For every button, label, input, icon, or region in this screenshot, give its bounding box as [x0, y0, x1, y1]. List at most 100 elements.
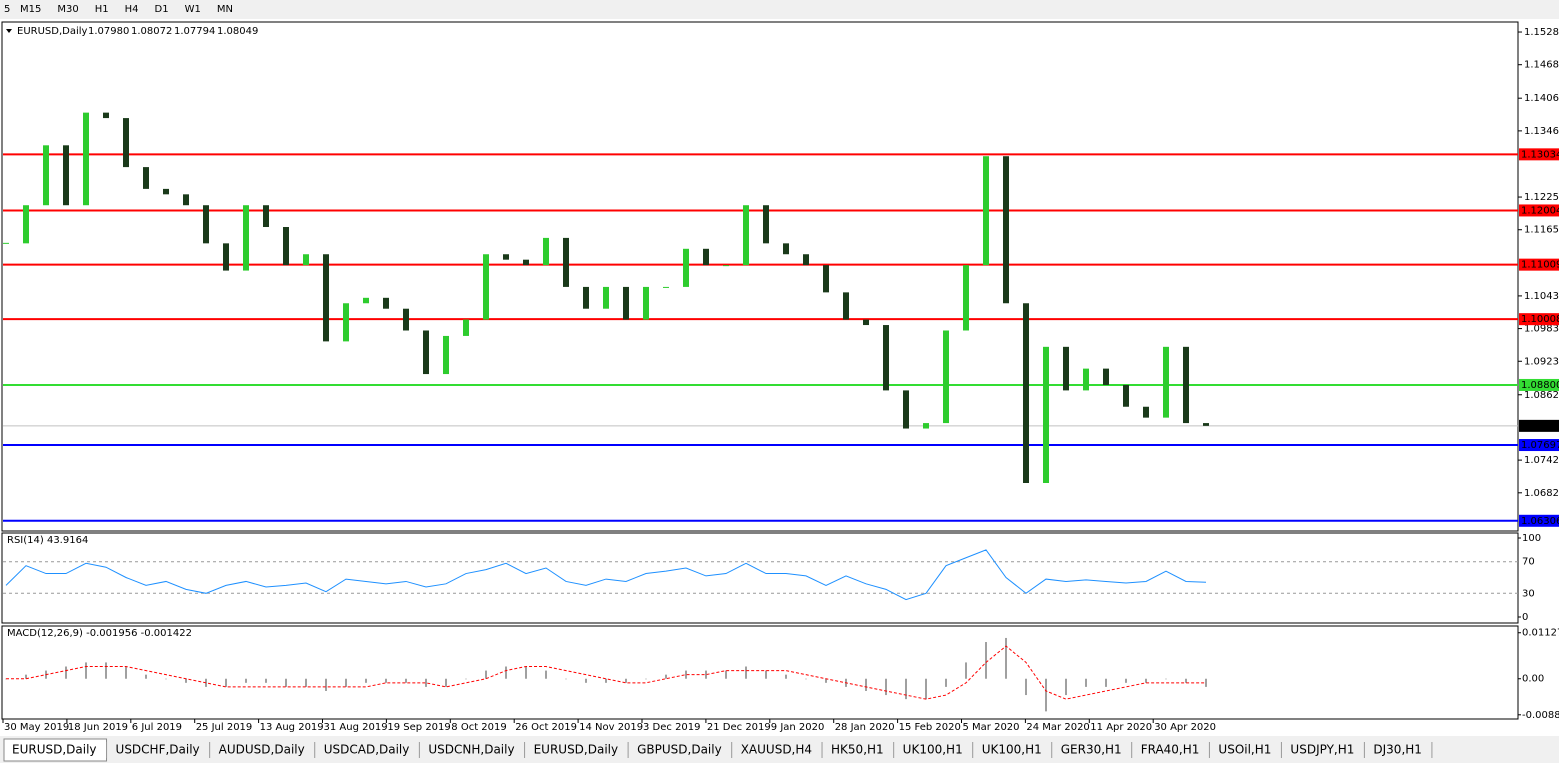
level-label-box — [1519, 148, 1559, 161]
tab-label: GBPUSD,Daily — [637, 743, 722, 757]
x-tick-label: 15 Feb 2020 — [899, 722, 961, 733]
timeframe-button[interactable]: D1 — [155, 4, 169, 15]
signal-line — [6, 645, 1206, 700]
candle — [823, 265, 829, 293]
chart-tab[interactable]: DJ30,H1 — [1365, 739, 1433, 761]
timeframe-button[interactable]: MN — [217, 4, 233, 15]
macd-bar — [805, 678, 807, 680]
macd-bar — [545, 670, 547, 679]
candle — [303, 254, 309, 266]
macd-bar — [105, 662, 107, 679]
candle — [543, 237, 549, 266]
candle — [123, 118, 129, 168]
candle — [223, 243, 229, 271]
x-tick-label: 26 Oct 2019 — [515, 722, 577, 733]
chart-tab[interactable]: USDCNH,Daily — [420, 739, 526, 761]
chart-tab[interactable]: AUDUSD,Daily — [210, 739, 316, 761]
y-tick-label: 100 — [1522, 533, 1541, 544]
x-tick-label: 28 Jan 2020 — [835, 722, 895, 733]
timeframe-button[interactable]: H4 — [125, 4, 139, 15]
chart-tab[interactable]: USDJPY,H1 — [1282, 739, 1365, 761]
tab-background — [629, 739, 732, 761]
chart-tab[interactable]: EURUSD,Daily — [3, 738, 108, 762]
level-label-box — [1519, 419, 1559, 432]
chart-tab[interactable]: HK50,H1 — [823, 739, 895, 761]
candle — [1203, 423, 1209, 426]
macd-bar — [125, 666, 127, 679]
y-tick-label: 0.00 — [1522, 674, 1544, 685]
macd-bar — [685, 670, 687, 679]
timeframe-button[interactable]: 5 — [4, 4, 10, 15]
macd-bar — [905, 678, 907, 700]
macd-bar — [365, 678, 367, 683]
chart-tab[interactable]: USOil,H1 — [1210, 739, 1282, 761]
x-tick-label: 13 Aug 2019 — [260, 722, 324, 733]
candle — [1123, 384, 1129, 407]
y-tick-label: 1.10435 — [1524, 291, 1559, 302]
symbol-label: EURUSD,Daily — [17, 26, 88, 37]
y-tick-label: 1.08620 — [1524, 390, 1559, 401]
candle — [343, 303, 349, 342]
candle — [903, 390, 909, 429]
chart-tab[interactable]: GER30,H1 — [1052, 739, 1133, 761]
candle — [423, 330, 429, 375]
macd-bar — [1105, 678, 1107, 687]
candle — [1023, 303, 1029, 483]
ohlc-value: 1.08072 — [131, 26, 172, 37]
macd-bar — [1005, 637, 1007, 679]
y-tick-label: 0.011277 — [1522, 628, 1559, 639]
candle — [943, 330, 949, 424]
tab-label: EURUSD,Daily — [12, 743, 97, 757]
macd-bar — [765, 670, 767, 679]
macd-pane — [1, 625, 1519, 720]
x-tick-label: 31 Aug 2019 — [324, 722, 388, 733]
macd-bar — [405, 678, 407, 683]
candle — [1143, 406, 1149, 418]
macd-bar — [1145, 678, 1147, 683]
y-tick-label: 70 — [1522, 557, 1535, 568]
candle — [723, 265, 729, 267]
macd-bar — [225, 678, 227, 687]
chart-tab[interactable]: EURUSD,Daily — [525, 739, 629, 761]
level-label: 1.08800 — [1521, 380, 1559, 391]
timeframe-button[interactable]: M15 — [20, 4, 41, 15]
y-tick-label: -0.00884 — [1522, 710, 1559, 721]
tab-label: USOil,H1 — [1218, 743, 1271, 757]
candle — [83, 112, 89, 206]
y-tick-label: 1.11650 — [1524, 225, 1559, 236]
candle — [243, 205, 249, 271]
y-tick-label: 1.12250 — [1524, 192, 1559, 203]
candle — [1163, 346, 1169, 418]
chart-tab[interactable]: USDCAD,Daily — [315, 739, 420, 761]
level-label: 1.07697 — [1521, 440, 1559, 451]
timeframe-button[interactable]: H1 — [95, 4, 109, 15]
macd-bar — [1065, 678, 1067, 696]
chart-tab[interactable]: UK100,H1 — [973, 739, 1053, 761]
macd-bar — [145, 674, 147, 679]
macd-bar — [565, 678, 567, 680]
macd-bar — [305, 678, 307, 687]
candle — [1003, 156, 1009, 304]
tab-label: GER30,H1 — [1061, 743, 1122, 757]
macd-bar — [725, 670, 727, 679]
ohlc-value: 1.07794 — [174, 26, 215, 37]
candle — [23, 205, 29, 244]
candle — [663, 286, 669, 288]
timeframe-button[interactable]: W1 — [185, 4, 201, 15]
level-label-box — [1519, 378, 1559, 391]
tab-label: FRA40,H1 — [1141, 743, 1200, 757]
level-label-box — [1519, 514, 1559, 527]
macd-bar — [85, 662, 87, 679]
macd-bar — [745, 666, 747, 679]
chart-tab[interactable]: XAUUSD,H4 — [732, 739, 823, 761]
macd-bar — [285, 678, 287, 687]
chart-tab[interactable]: FRA40,H1 — [1132, 739, 1210, 761]
x-tick-label: 30 Apr 2020 — [1154, 722, 1216, 733]
candle — [483, 254, 489, 320]
y-tick-label: 1.14680 — [1524, 60, 1559, 71]
chart-tab[interactable]: UK100,H1 — [894, 739, 974, 761]
chart-tab[interactable]: USDCHF,Daily — [107, 739, 211, 761]
chart-tab[interactable]: GBPUSD,Daily — [629, 739, 733, 761]
timeframe-button[interactable]: M30 — [57, 4, 78, 15]
